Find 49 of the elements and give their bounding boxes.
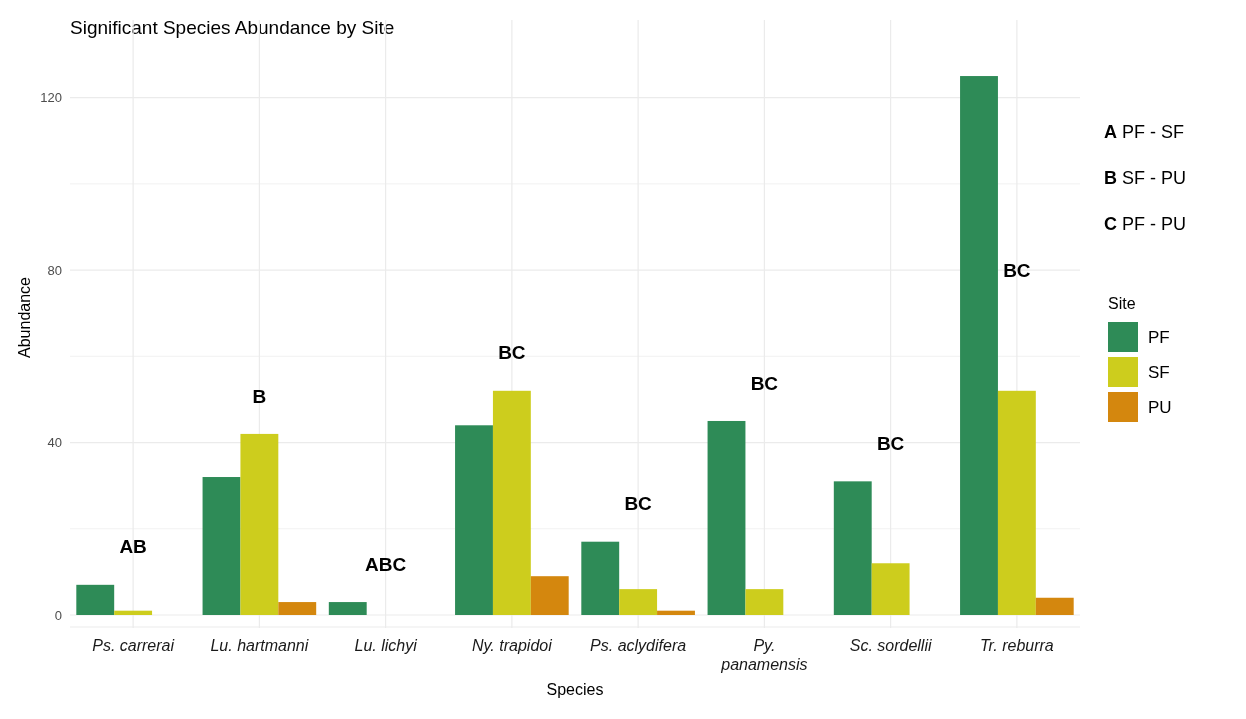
chart-title: Significant Species Abundance by Site [70,17,395,38]
annotation: AB [119,536,147,558]
bar [960,76,998,615]
text: B SF - PU [1104,168,1187,188]
x-tick-label: Lu. hartmanni [210,637,309,654]
legend-label: PF [1148,327,1170,347]
bar [657,610,695,615]
bar [114,610,153,615]
annotation: B [252,385,267,407]
bar [619,589,658,615]
x-tick-label: Tr. reburra [979,637,1054,654]
annotation: BC [1003,259,1031,281]
bar [1035,597,1074,615]
x-tick-label: Lu. lichyi [354,637,418,654]
x-tick-label: Sc. sordellii [849,637,932,654]
y-axis-title: Abundance [16,276,33,358]
annotation: BC [624,493,653,515]
bar [76,584,115,615]
x-tick-label: Ps. carrerai [92,637,175,654]
bar [202,477,241,615]
annotation: BC [750,372,779,394]
annotation: BC [876,432,905,454]
bar [240,433,279,615]
bar [455,425,493,615]
bar [707,420,746,615]
text: C PF - PU [1104,214,1187,234]
bar [871,563,910,615]
bar [581,541,620,615]
annotation: BC [498,342,526,364]
bar [492,390,531,615]
bar [997,390,1036,615]
x-tick-label: Ps. aclydifera [590,637,687,654]
x-axis-title: Species [546,681,604,698]
x-tick-label: Py. panamensis [720,637,808,673]
bar [530,576,569,615]
legend-label: PU [1148,397,1172,417]
x-tick-label: Ny. trapidoi [472,637,553,654]
legend-title: Site [1108,295,1136,312]
y-tick-label: 0 [54,607,62,623]
text: A PF - SF [1104,122,1184,142]
y-tick-label: 120 [40,90,62,106]
bar [833,481,872,615]
annotation: ABC [365,553,407,575]
y-tick-label: 80 [47,262,62,278]
bar [328,602,367,615]
legend-label: SF [1148,362,1170,382]
bar [745,589,784,615]
y-tick-label: 40 [47,435,62,451]
bar [278,602,317,615]
